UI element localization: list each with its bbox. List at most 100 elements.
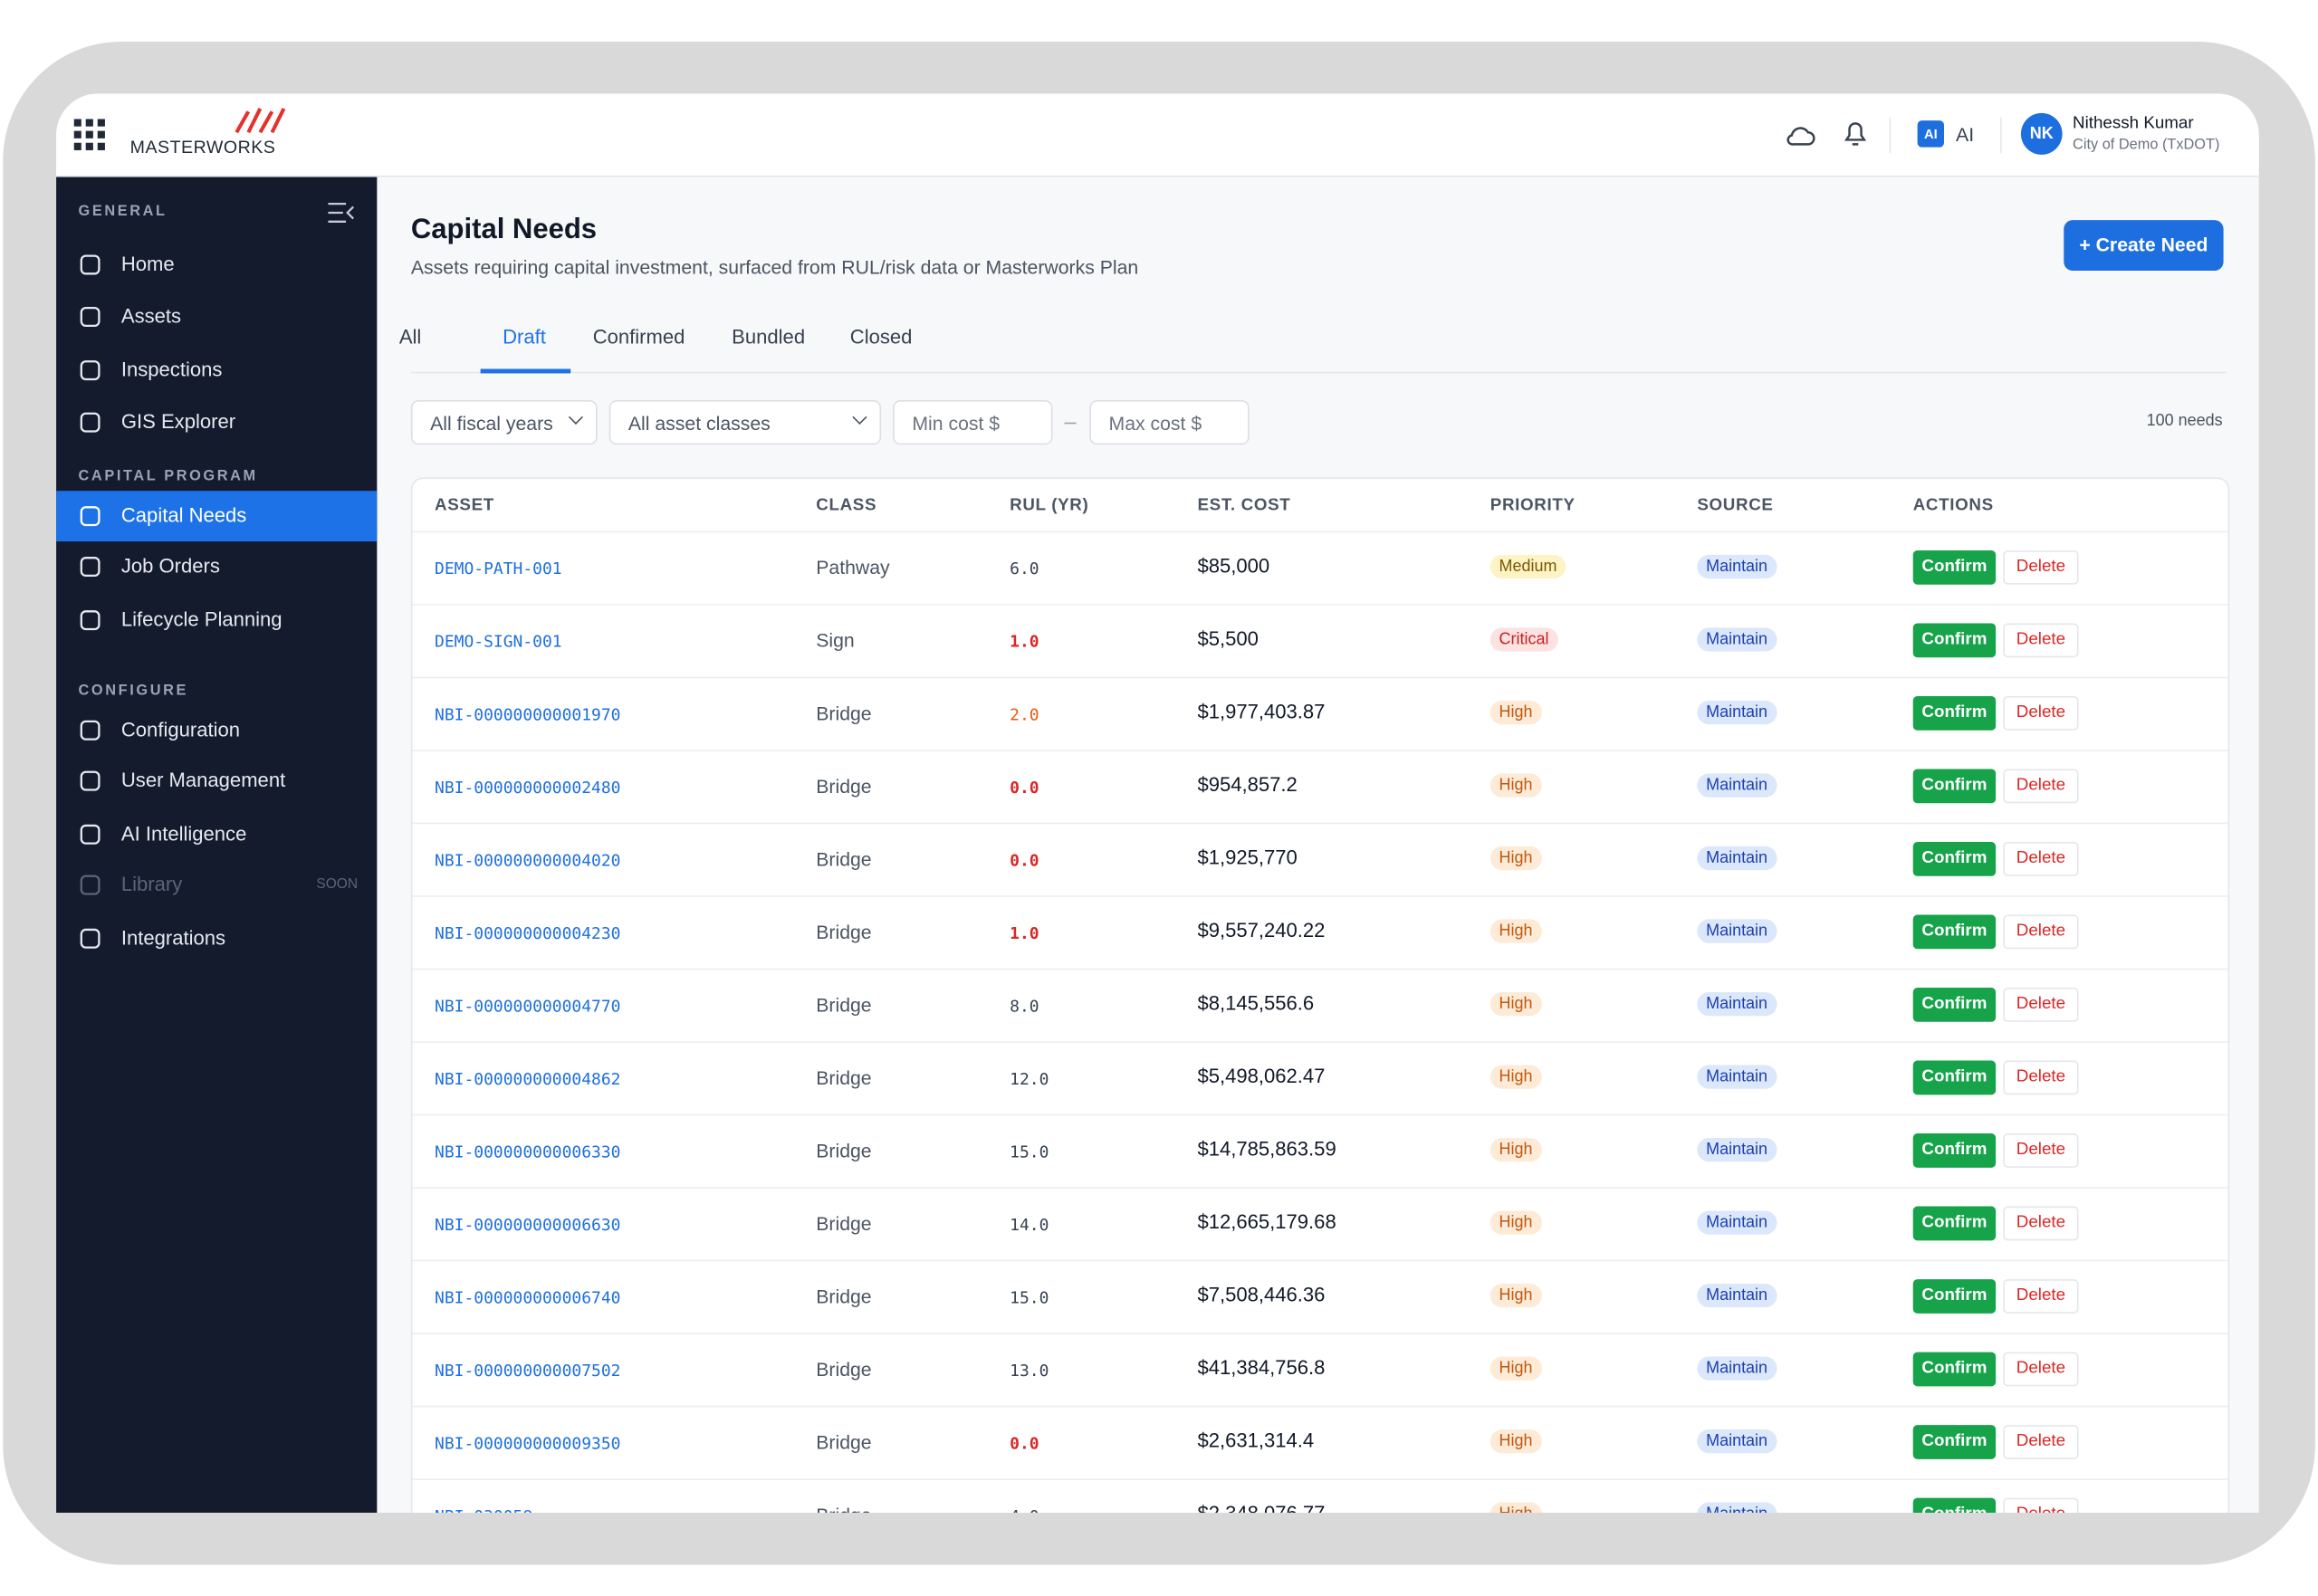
tab[interactable]: Confirmed [592,325,685,349]
nav-item[interactable]: Configuration [56,705,377,756]
tab[interactable]: Bundled [732,325,806,349]
asset-class: Sign [816,629,855,652]
confirm-button[interactable]: Confirm [1912,914,1997,950]
delete-button[interactable]: Delete [2003,1206,2079,1241]
delete-button[interactable]: Delete [2003,695,2079,731]
cloud-icon[interactable] [1786,122,1815,149]
nav-label[interactable]: Assets [120,304,182,328]
nav-icon [80,824,101,845]
est-cost: $5,500 [1197,627,1259,651]
confirm-button[interactable]: Confirm [1912,1206,1997,1241]
ai-badge[interactable]: AI [1917,120,1945,148]
tab[interactable]: Draft [503,325,546,349]
bell-icon[interactable] [1842,119,1868,148]
nav-item[interactable]: GIS Explorer [56,397,377,448]
asset-link[interactable]: DEMO-SIGN-001 [435,632,562,652]
asset-link[interactable]: NBI-000000000004770 [435,996,621,1017]
nav-item[interactable]: Job Orders [56,541,377,592]
tab[interactable]: All [398,325,422,349]
confirm-button[interactable]: Confirm [1912,550,1997,585]
confirm-button[interactable]: Confirm [1912,841,1997,876]
table-row: NBI-000000000004230 Bridge 1.0 $9,557,240.2… [412,895,2228,970]
brand: MASTERWORKS [129,137,276,158]
nav-label[interactable]: Home [120,253,175,275]
create-button[interactable]: + Create Need [2064,220,2224,272]
confirm-button[interactable]: Confirm [1912,1279,1997,1314]
filter[interactable]: All fiscal years [410,399,598,445]
asset-link[interactable]: NBI-000000000007502 [435,1361,621,1381]
column-header: SOURCE [1697,496,1774,515]
range-dash [1064,422,1077,425]
delete-button[interactable]: Delete [2003,841,2079,876]
tab[interactable]: Closed [849,325,913,349]
nav-label[interactable]: GIS Explorer [120,410,236,434]
asset-link[interactable]: NBI-000000000009350 [435,1433,621,1454]
section-label: CAPITAL PROGRAM [78,468,258,485]
asset-link[interactable]: NBI-000000000004230 [435,923,621,943]
est-cost: $7,508,446.36 [1197,1283,1326,1306]
nav-item[interactable]: User Management [56,756,377,807]
nav-item[interactable]: AI Intelligence [56,809,377,860]
delete-button[interactable]: Delete [2003,1497,2079,1514]
delete-button[interactable]: Delete [2003,1279,2079,1314]
nav-label[interactable]: Inspections [120,358,223,381]
delete-button[interactable]: Delete [2003,1352,2079,1387]
delete-button[interactable]: Delete [2003,914,2079,950]
nav-icon [80,770,101,791]
user-name[interactable]: Nithessh Kumar [2073,114,2194,133]
nav-label[interactable]: Capital Needs [120,504,247,527]
delete-button[interactable]: Delete [2003,623,2079,658]
ai-label[interactable]: AI [1956,123,1975,147]
filter[interactable]: Min cost $ [893,399,1053,445]
nav-item[interactable]: Integrations [56,913,377,964]
nav-item[interactable]: Home [56,240,377,291]
nav-label[interactable]: Integrations [120,926,226,950]
delete-button[interactable]: Delete [2003,550,2079,585]
nav-item[interactable]: Inspections [56,345,377,396]
source-pill: Maintain [1697,1137,1777,1162]
asset-link[interactable]: NBI-000000000004020 [435,850,621,871]
delete-button[interactable]: Delete [2003,1060,2079,1095]
table-row: NBI-000000000006630 Bridge 14.0 $12,665,179… [412,1187,2228,1261]
asset-link[interactable]: NBI-000000000002480 [435,778,621,798]
confirm-button[interactable]: Confirm [1912,1352,1997,1387]
nav-item[interactable]: Lifecycle Planning [56,595,377,645]
asset-link[interactable]: NBI-000000000006330 [435,1142,621,1162]
delete-button[interactable]: Delete [2003,1425,2079,1459]
asset-link[interactable]: NBI-030058 [435,1506,532,1513]
confirm-button[interactable]: Confirm [1912,695,1997,731]
nav-label[interactable]: AI Intelligence [120,822,247,846]
table-row: NBI-000000000004770 Bridge 8.0 $8,145,556.6… [412,968,2228,1043]
confirm-button[interactable]: Confirm [1912,988,1997,1022]
asset-link[interactable]: NBI-000000000006740 [435,1287,621,1308]
confirm-button[interactable]: Confirm [1912,623,1997,658]
apps-icon[interactable] [73,119,107,151]
filter[interactable]: Max cost $ [1089,399,1250,445]
asset-link[interactable]: DEMO-PATH-001 [435,559,562,579]
nav-item[interactable]: Assets [56,291,377,342]
confirm-button[interactable]: Confirm [1912,1497,1997,1514]
filter[interactable]: All asset classes [608,399,882,445]
rul: 6.0 [1010,559,1039,579]
confirm-button[interactable]: Confirm [1912,1133,1997,1168]
nav-item[interactable]: Capital Needs [56,491,378,542]
nav-icon [80,720,101,741]
tabs-divider [410,371,2227,374]
delete-button[interactable]: Delete [2003,988,2079,1022]
nav-label[interactable]: Job Orders [120,554,220,578]
confirm-button[interactable]: Confirm [1912,1425,1997,1459]
delete-button[interactable]: Delete [2003,769,2079,804]
asset-link[interactable]: NBI-000000000001970 [435,704,621,725]
avatar[interactable]: NK [2020,112,2063,155]
confirm-button[interactable]: Confirm [1912,1060,1997,1095]
delete-button[interactable]: Delete [2003,1133,2079,1168]
collapse-icon[interactable] [327,201,357,225]
asset-link[interactable]: NBI-000000000006630 [435,1215,621,1235]
nav-label[interactable]: Configuration [120,718,241,741]
asset-link[interactable]: NBI-000000000004862 [435,1069,621,1089]
confirm-button[interactable]: Confirm [1912,769,1997,804]
nav-label[interactable]: User Management [120,769,286,792]
nav-label[interactable]: Lifecycle Planning [120,608,283,631]
rul: 13.0 [1010,1361,1049,1381]
page-subtitle: Assets requiring capital investment, sur… [410,255,1139,279]
